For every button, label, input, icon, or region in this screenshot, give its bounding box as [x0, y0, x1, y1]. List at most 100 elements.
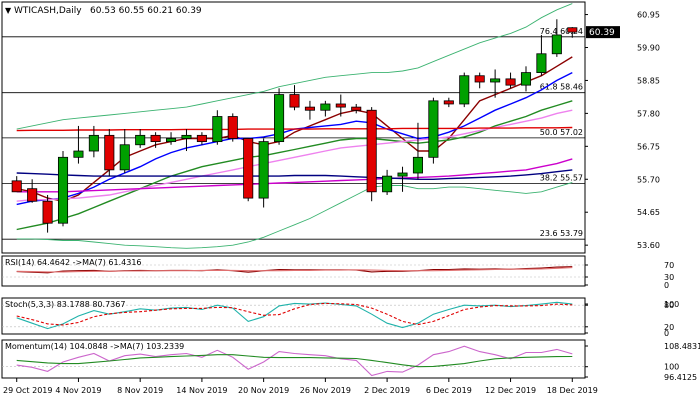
- rsi-series-line: [16, 267, 573, 273]
- header-arrow-icon: ▼: [5, 6, 12, 15]
- current-price-tag: [586, 26, 620, 39]
- candle: [227, 113, 238, 142]
- moving-average-overlays: [16, 3, 573, 249]
- momentum-series-line: [16, 354, 573, 368]
- candle-body: [289, 94, 300, 108]
- stochastic-tick-label: 100: [664, 300, 679, 309]
- time-axis: 29 Oct 2019 4 Nov 2019 8 Nov 2019 14 Nov 20…: [2, 377, 598, 395]
- rsi-tick-label: 70: [664, 261, 674, 270]
- candle-body: [551, 34, 562, 55]
- price-tick-label: 55.70: [637, 175, 660, 184]
- candle-body: [227, 116, 238, 139]
- stochastic-title: Stoch(5,3,3) 83.1788 80.7367: [5, 300, 125, 309]
- rsi-panel: RSI(14) 64.4642 ->MA(7) 61.4316 70 300: [1, 255, 674, 290]
- sma-green-line: [16, 100, 573, 231]
- rsi-tick-label: 0: [664, 281, 669, 290]
- candle: [505, 72, 516, 89]
- fib-level-label: 23.6 53.79: [540, 229, 583, 238]
- candle: [258, 138, 269, 208]
- fib-level-label: 38.2 55.57: [540, 173, 583, 182]
- candle-body: [536, 53, 547, 73]
- momentum-tick-label: 100: [664, 363, 679, 372]
- price-tick-label: 58.85: [637, 76, 660, 85]
- candle: [119, 129, 130, 173]
- candle: [181, 129, 192, 152]
- indicator-panels: RSI(14) 64.4642 ->MA(7) 61.4316 70300Stoc…: [1, 255, 700, 382]
- candle-body: [258, 141, 269, 199]
- candle-body: [104, 134, 115, 171]
- candle-body: [42, 200, 53, 224]
- candlesticks: [11, 19, 578, 233]
- candle: [166, 132, 177, 145]
- candle: [428, 97, 439, 164]
- candle: [104, 129, 115, 177]
- candle: [57, 151, 69, 227]
- candle: [567, 27, 578, 38]
- candle-body: [196, 134, 207, 143]
- sma-magenta-line: [16, 158, 573, 193]
- main-price-panel: 76.4 60.24 61.8 58.46 50.0 57.02 38.2 55.57…: [1, 1, 660, 254]
- ohlc-values: 60.53 60.55 60.21 60.39: [90, 6, 202, 16]
- momentum-tick-label: 96.4125: [664, 373, 697, 382]
- candle-body: [274, 94, 285, 143]
- bollinger-lower-line: [16, 181, 573, 249]
- time-tick-label: 8 Nov 2019: [117, 386, 163, 395]
- candle-body: [335, 103, 346, 108]
- candle: [42, 194, 53, 233]
- current-price-label: 60.39: [589, 28, 615, 38]
- time-tick-label: 14 Nov 2019: [176, 386, 227, 395]
- candle-body: [412, 156, 423, 174]
- candle-body: [150, 134, 161, 143]
- price-tick-label: 60.95: [637, 11, 660, 20]
- candle-body: [351, 106, 362, 111]
- candle: [490, 69, 501, 98]
- candle: [335, 94, 346, 117]
- candle-body: [119, 144, 130, 171]
- price-tick-label: 54.65: [637, 208, 660, 217]
- candle: [459, 72, 470, 108]
- fib-level-label: 50.0 57.02: [540, 128, 583, 137]
- bollinger-upper-line: [16, 3, 573, 130]
- candle-body: [88, 134, 99, 152]
- candle-body: [397, 172, 408, 177]
- stochastic-series-line: [16, 302, 573, 326]
- time-tick-label: 18 Dec 2019: [547, 386, 598, 395]
- price-tick-label: 57.80: [637, 109, 660, 118]
- candle-body: [490, 78, 501, 83]
- candle-body: [243, 138, 254, 199]
- candle: [88, 125, 99, 158]
- candle: [551, 19, 562, 57]
- momentum-title: Momentum(14) 104.0848 ->MA(7) 103.2339: [5, 342, 184, 351]
- candle: [196, 132, 207, 145]
- time-tick-label: 29 Oct 2019: [3, 386, 52, 395]
- momentum-panel: Momentum(14) 104.0848 ->MA(7) 103.2339 10…: [1, 339, 700, 382]
- candle-body: [366, 109, 377, 193]
- candle-body: [443, 100, 454, 105]
- candle-body: [304, 106, 315, 111]
- symbol-label: WTICASH,Daily: [14, 6, 82, 16]
- fib-level-label: 61.8 58.46: [540, 83, 583, 92]
- time-tick-label: 6 Dec 2019: [426, 386, 472, 395]
- time-tick-label: 20 Nov 2019: [238, 386, 289, 395]
- candle-body: [57, 156, 69, 224]
- candle: [11, 176, 22, 193]
- price-tick-label: 53.60: [637, 241, 660, 250]
- candle: [320, 100, 331, 117]
- time-tick-label: 2 Dec 2019: [364, 386, 410, 395]
- candle: [304, 100, 315, 120]
- time-tick-label: 26 Nov 2019: [300, 386, 351, 395]
- candle: [212, 110, 223, 145]
- rsi-title: RSI(14) 64.4642 ->MA(7) 61.4316: [5, 258, 142, 267]
- price-tick-label: 56.75: [637, 142, 660, 151]
- stochastic-tick-label: 20: [664, 323, 674, 332]
- candle-body: [505, 78, 516, 86]
- candle: [150, 132, 161, 148]
- candle: [351, 103, 362, 114]
- candle-body: [27, 188, 38, 202]
- candle: [366, 107, 377, 202]
- candle: [243, 138, 254, 202]
- candle: [520, 66, 532, 92]
- candle: [412, 122, 423, 180]
